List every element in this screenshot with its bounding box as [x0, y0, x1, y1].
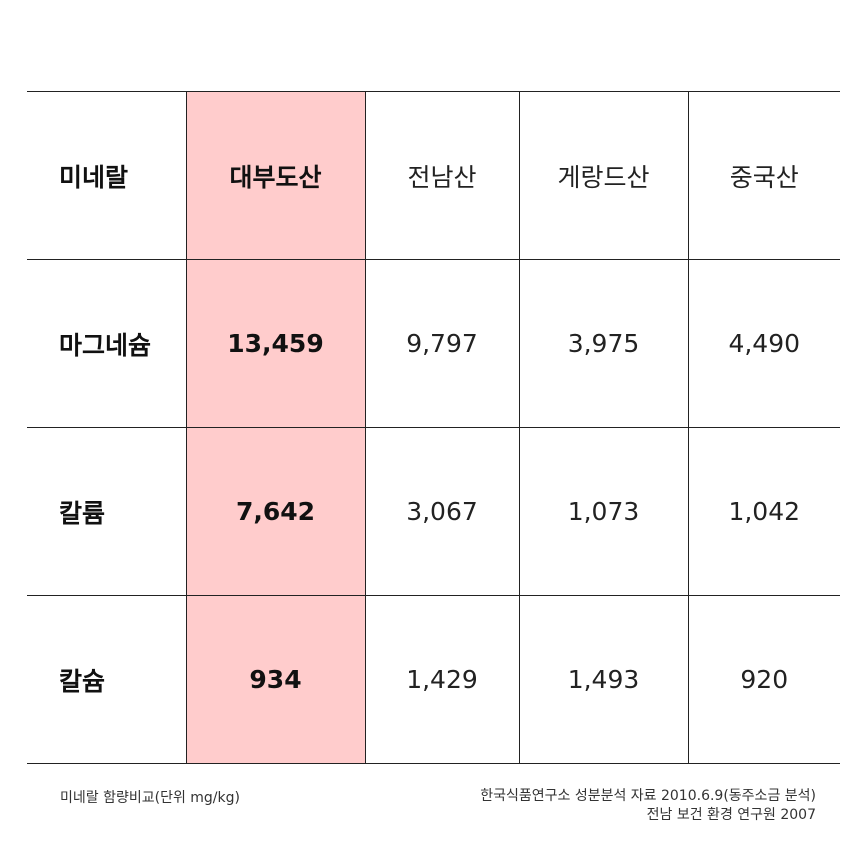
- source-note: 전남 보건 환경 연구원 2007: [646, 807, 816, 823]
- cell-value: 9,797: [364, 259, 519, 428]
- header-col-jeonnam: 전남산: [364, 91, 519, 260]
- cell-value: 4,490: [687, 259, 840, 428]
- table-row: 칼륨 7,642 3,067 1,073 1,042: [27, 427, 840, 596]
- cell-value: 1,493: [518, 595, 688, 764]
- header-col-guerande: 게랑드산: [518, 91, 688, 260]
- row-label-magnesium: 마그네슘: [27, 259, 186, 428]
- cell-value: 7,642: [185, 427, 365, 596]
- cell-value: 13,459: [185, 259, 365, 428]
- table-row: 칼슘 934 1,429 1,493 920: [27, 595, 840, 764]
- cell-value: 920: [687, 595, 840, 764]
- header-col-daebudo: 대부도산: [185, 91, 365, 260]
- header-col-china: 중국산: [687, 91, 840, 260]
- cell-value: 934: [185, 595, 365, 764]
- source-notes: 한국식품연구소 성분분석 자료 2010.6.9(동주소금 분석) 전남 보건 …: [480, 787, 816, 825]
- header-label-mineral: 미네랄: [27, 91, 186, 260]
- table-caption: 미네랄 함량비교(단위 mg/kg): [60, 790, 240, 806]
- row-label-potassium: 칼륨: [27, 427, 186, 596]
- source-note: 한국식품연구소 성분분석 자료 2010.6.9(동주소금 분석): [480, 788, 816, 804]
- cell-value: 3,975: [518, 259, 688, 428]
- cell-value: 3,067: [364, 427, 519, 596]
- cell-value: 1,042: [687, 427, 840, 596]
- table-row: 마그네슘 13,459 9,797 3,975 4,490: [27, 259, 840, 428]
- row-label-calcium: 칼슘: [27, 595, 186, 764]
- cell-value: 1,073: [518, 427, 688, 596]
- cell-value: 1,429: [364, 595, 519, 764]
- mineral-comparison-table: 미네랄 대부도산 전남산 게랑드산 중국산 마그네슘 13,459 9,797 …: [27, 91, 840, 764]
- table-header-row: 미네랄 대부도산 전남산 게랑드산 중국산: [27, 91, 840, 260]
